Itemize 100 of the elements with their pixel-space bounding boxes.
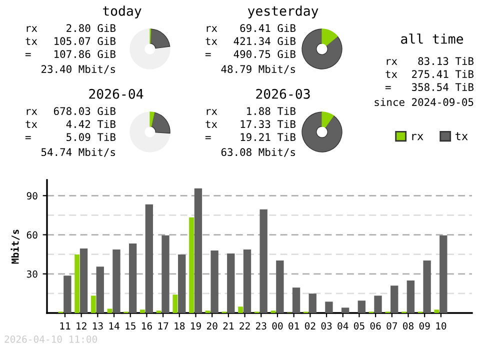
bar [128, 244, 137, 313]
text: 19.21 TiB [240, 132, 296, 142]
bar [145, 204, 154, 313]
bar [178, 254, 186, 313]
text: 490.75 GiB [234, 50, 296, 58]
text: rx [206, 109, 218, 115]
text: since 2024-09-05 [374, 98, 474, 106]
chart-title: today [102, 6, 142, 18]
text: rx [206, 26, 218, 32]
bar [140, 310, 145, 313]
text: rx [386, 59, 398, 65]
text: = [385, 86, 391, 90]
text: tx [206, 120, 218, 128]
legend-label: rx [412, 134, 424, 140]
chart-title: 2026-04 [89, 88, 144, 99]
chart-title: 2026-03 [256, 88, 310, 99]
bar [292, 288, 300, 313]
x-tick-label: 17 [158, 322, 168, 330]
bar [227, 254, 235, 313]
text: = [25, 136, 31, 140]
bar [194, 188, 202, 313]
bar [325, 302, 333, 313]
x-tick-label: 23 [256, 322, 266, 330]
donut-slice [302, 28, 342, 70]
text: 48.79 Mbit/s [221, 64, 295, 74]
bar [276, 260, 284, 313]
x-tick-label: 20 [206, 322, 218, 330]
y-tick-label: 60 [26, 231, 38, 239]
x-tick-label: 16 [142, 322, 152, 330]
donut-slice [150, 112, 170, 134]
x-tick-label: 14 [109, 322, 120, 330]
y-axis-title: Mbit/s [10, 230, 20, 264]
donut-slice [150, 112, 155, 127]
bar [112, 250, 120, 313]
x-tick-label: 02 [304, 322, 316, 330]
x-tick-label: 09 [419, 322, 430, 330]
x-tick-label: 05 [354, 322, 364, 330]
bar [243, 250, 252, 313]
text: = [25, 53, 31, 56]
bar [358, 300, 366, 313]
bar [80, 248, 88, 313]
x-tick-label: 06 [370, 322, 381, 330]
text: 358.54 TiB [412, 82, 474, 92]
text: tx [206, 38, 218, 45]
bar [260, 209, 268, 313]
x-tick-label: 19 [191, 322, 201, 330]
x-tick-label: 21 [223, 322, 234, 330]
bar [390, 286, 398, 313]
x-tick-label: 22 [240, 322, 250, 330]
bar [74, 254, 80, 313]
text: 275.41 TiB [412, 70, 474, 78]
text: 2.80 GiB [66, 24, 116, 32]
bar [406, 280, 415, 313]
bar [440, 235, 448, 313]
bar [374, 296, 382, 313]
bar [238, 306, 243, 313]
x-tick-label: 15 [126, 322, 136, 330]
x-tick-label: 13 [92, 322, 103, 330]
legend-label: tx [455, 132, 468, 140]
x-tick-label: 08 [403, 322, 414, 330]
bar [64, 276, 72, 313]
text: all time [401, 34, 463, 44]
text: tx [386, 70, 398, 78]
text: tx [26, 38, 38, 45]
bar [341, 308, 350, 313]
text: 421.34 GiB [234, 36, 296, 46]
text: = [205, 136, 211, 140]
donut-slice [150, 28, 170, 49]
y-tick-label: 30 [26, 270, 38, 278]
x-tick-label: 10 [436, 322, 446, 330]
bar [172, 294, 178, 313]
text: 23.40 Mbit/s [42, 64, 115, 74]
y-tick-label: 90 [26, 192, 38, 200]
donut-slice [322, 28, 338, 46]
text: rx [26, 26, 38, 32]
x-tick-label: 00 [272, 322, 283, 330]
text: 107.86 GiB [54, 50, 116, 58]
text: 63.08 Mbit/s [221, 148, 295, 157]
bar [189, 217, 194, 313]
text: 678.03 GiB [54, 106, 116, 116]
bar [308, 294, 316, 313]
donut-slice [130, 28, 170, 70]
text: 83.13 TiB [418, 56, 474, 66]
bar [210, 250, 218, 313]
x-tick-label: 01 [288, 322, 300, 330]
x-tick-label: 11 [60, 322, 70, 330]
donut-slice [302, 112, 342, 152]
text: 105.07 GiB [54, 36, 116, 46]
text: 5.09 TiB [66, 132, 116, 142]
donut-slice [130, 112, 170, 152]
text: 1.88 TiB [247, 106, 296, 116]
chart-title: yesterday [248, 6, 318, 18]
bar [96, 266, 104, 313]
x-tick-label: 07 [386, 322, 398, 330]
text: tx [26, 120, 38, 128]
bar [434, 310, 440, 313]
bar [90, 296, 96, 313]
text: 17.33 TiB [240, 120, 296, 128]
x-tick-label: 12 [76, 322, 86, 330]
x-tick-label: 18 [174, 322, 185, 330]
